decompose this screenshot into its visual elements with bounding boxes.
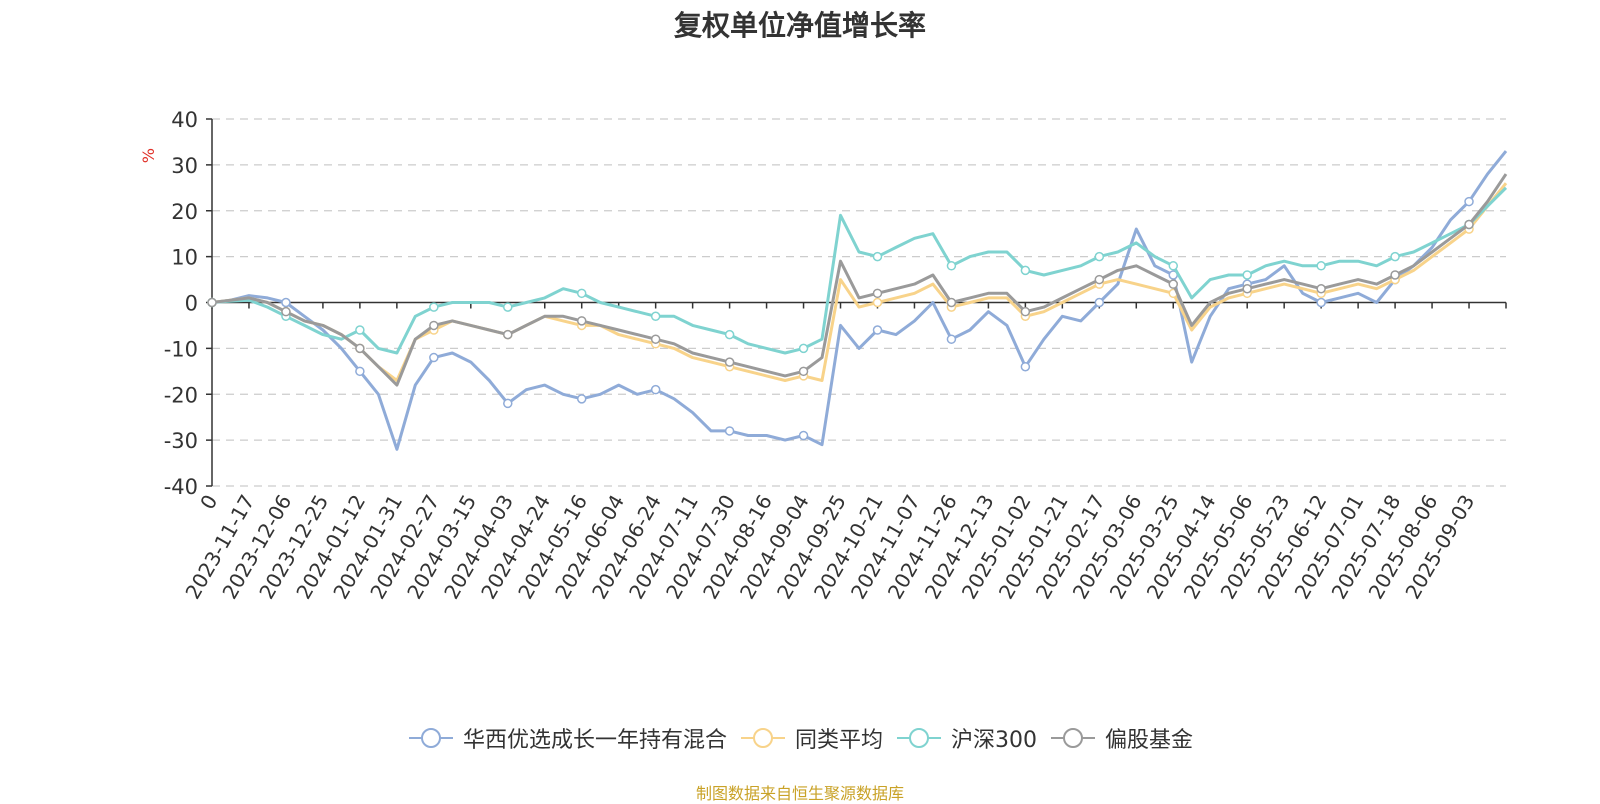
data-point xyxy=(1020,306,1031,317)
legend-item[interactable]: 同类平均 xyxy=(739,722,883,754)
data-point xyxy=(355,366,365,377)
data-point xyxy=(1316,261,1326,271)
data-point xyxy=(503,329,513,340)
chart-title: 复权单位净值增长率 xyxy=(673,9,926,42)
y-axis-label: % xyxy=(139,148,158,163)
data-point xyxy=(872,297,883,308)
legend-label: 偏股基金 xyxy=(1105,728,1194,753)
data-point xyxy=(576,288,587,299)
legend-symbol xyxy=(897,728,941,748)
legend-label: 沪深300 xyxy=(951,728,1037,753)
data-point xyxy=(1094,251,1105,262)
data-point xyxy=(281,306,291,317)
data-point xyxy=(1316,283,1326,294)
data-point xyxy=(650,384,661,395)
legend-item[interactable]: 偏股基金 xyxy=(1049,722,1193,754)
legend-label: 同类平均 xyxy=(794,728,883,753)
axis-labels: 403020100-10-20-30-40%02023-11-172023-12… xyxy=(139,108,1479,603)
legend-symbol xyxy=(408,728,453,748)
data-point xyxy=(576,316,587,326)
series-line xyxy=(211,150,1508,451)
data-point xyxy=(1242,270,1252,280)
data-point xyxy=(798,430,809,441)
data-point xyxy=(724,329,735,340)
data-point xyxy=(1094,274,1105,285)
data-point xyxy=(946,261,957,271)
y-tick-label: 0 xyxy=(185,292,198,316)
data-point xyxy=(355,325,365,335)
data-point xyxy=(798,366,809,377)
axes xyxy=(206,118,1507,487)
data-point xyxy=(576,394,587,404)
data-point xyxy=(1020,265,1031,276)
y-tick-label: -30 xyxy=(164,429,198,453)
y-tick-label: 40 xyxy=(171,108,198,132)
legend-label: 华西优选成长一年持有混合 xyxy=(462,728,727,753)
data-point xyxy=(1316,297,1326,308)
data-point xyxy=(872,325,883,335)
data-point xyxy=(281,297,291,308)
y-tick-label: -40 xyxy=(164,475,198,499)
grid-lines xyxy=(212,118,1506,487)
data-point xyxy=(429,320,439,331)
data-point xyxy=(872,251,883,262)
legend-item[interactable]: 华西优选成长一年持有混合 xyxy=(407,722,727,754)
x-tick-label: 0 xyxy=(195,491,222,514)
data-point xyxy=(1390,270,1400,280)
y-tick-label: 20 xyxy=(171,200,198,224)
data-point xyxy=(724,426,735,436)
data-point xyxy=(724,357,735,367)
data-point xyxy=(1390,251,1400,262)
series-lines xyxy=(207,150,1508,451)
y-tick-label: -10 xyxy=(164,337,198,361)
series-line xyxy=(211,182,1508,382)
data-point xyxy=(872,288,883,299)
series-line xyxy=(211,173,1508,387)
data-point xyxy=(946,297,957,308)
data-point xyxy=(429,302,439,312)
source-note: 制图数据来自恒生聚源数据库 xyxy=(695,784,904,803)
data-point xyxy=(1242,283,1252,294)
data-point xyxy=(1464,219,1474,230)
series-line xyxy=(211,186,1508,355)
data-point xyxy=(650,334,661,344)
legend: 华西优选成长一年持有混合 同类平均 沪深300 偏股基金 xyxy=(0,722,1600,756)
data-point xyxy=(429,352,439,363)
data-point xyxy=(1464,196,1474,207)
data-point xyxy=(798,343,809,354)
legend-symbol xyxy=(740,728,785,748)
data-point xyxy=(650,311,661,322)
data-point xyxy=(946,334,957,344)
data-point xyxy=(503,302,513,312)
data-point xyxy=(1020,361,1031,372)
data-point xyxy=(503,398,513,409)
y-tick-label: 30 xyxy=(171,154,198,178)
y-tick-label: 10 xyxy=(171,246,198,270)
legend-symbol xyxy=(1051,728,1095,748)
data-point xyxy=(1168,261,1179,271)
data-point xyxy=(207,297,217,308)
data-point xyxy=(355,343,365,354)
y-tick-label: -20 xyxy=(164,383,198,407)
data-point xyxy=(1094,297,1105,308)
legend-item[interactable]: 沪深300 xyxy=(895,722,1037,754)
data-point xyxy=(1168,279,1179,289)
